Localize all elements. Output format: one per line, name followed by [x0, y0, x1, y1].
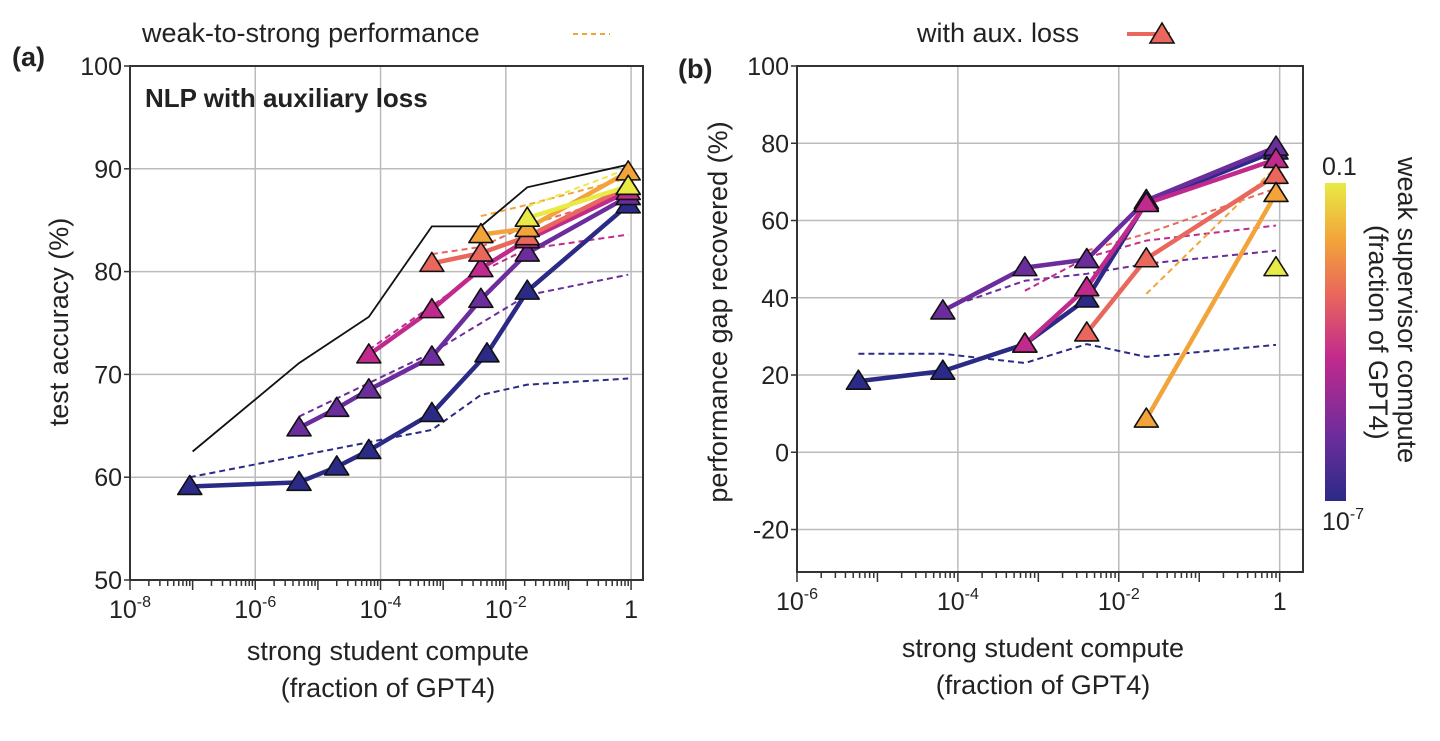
aux-loss-line-magenta	[1023, 157, 1277, 346]
data-point-blue	[474, 342, 500, 363]
data-point-orange	[468, 222, 494, 244]
data-point-blue	[930, 359, 956, 380]
data-point-purple	[1073, 247, 1100, 269]
data-point-coral	[1133, 246, 1160, 268]
panel-label-a: (a)	[12, 42, 45, 72]
y-tick-label: 80	[94, 259, 122, 287]
panel-label-b: (b)	[678, 54, 712, 84]
data-point-purple	[323, 396, 350, 418]
strong-ceiling-line	[192, 163, 629, 453]
chart-b: 10-6 10-4 10-2 1 -20 0 20 40 60 80 100	[747, 53, 1304, 616]
legend-triangle-marker	[1148, 21, 1176, 44]
data-point-blue	[286, 470, 312, 492]
x-tick-label: 10-4	[937, 586, 979, 616]
plot-frame	[796, 65, 1304, 573]
y-tick-label: 50	[94, 567, 122, 595]
legend-aux-loss-label: with aux. loss	[916, 18, 1079, 48]
y-tick-label: 20	[761, 362, 789, 390]
weak-to-strong-line-purple	[298, 273, 629, 418]
data-point-coral	[1073, 321, 1100, 342]
chart-b-ylabel: performance gap recovered (%)	[703, 121, 733, 502]
data-point-magenta	[1073, 275, 1100, 297]
aux-loss-line-blue	[189, 203, 630, 489]
weak-to-strong-line-blue	[189, 377, 629, 479]
data-point-purple	[468, 287, 494, 309]
y-tick-label: 70	[94, 361, 122, 389]
data-point-blue	[176, 474, 203, 496]
aux-loss-line-orange	[1144, 192, 1278, 421]
colorbar-label-line1: weak supervisor compute	[1392, 156, 1422, 463]
data-point-magenta	[419, 297, 445, 319]
weak-to-strong-line-purple	[966, 249, 1277, 302]
data-point-blue	[1073, 287, 1100, 308]
data-point-purple	[286, 416, 312, 437]
data-point-magenta	[1012, 332, 1038, 353]
data-point-orange	[1133, 407, 1160, 428]
data-point-yellow	[514, 206, 541, 227]
y-tick-label: 80	[761, 130, 789, 158]
data-point-purple	[930, 299, 956, 320]
colorbar-max-label: 0.1	[1322, 153, 1357, 181]
weak-to-strong-line-magenta	[368, 233, 629, 351]
data-point-magenta	[1133, 191, 1160, 213]
data-point-yellow	[1263, 255, 1289, 277]
data-point-blue	[323, 455, 350, 476]
chart-a-ylabel: test accuracy (%)	[44, 218, 74, 427]
data-point-purple	[1012, 255, 1038, 277]
chart-b-xlabel-line2: (fraction of GPT4)	[936, 670, 1151, 700]
y-tick-label: 100	[747, 53, 789, 81]
x-tick-label: 10-8	[109, 594, 151, 624]
aux-loss-line-blue	[858, 148, 1277, 384]
colorbar-label-line2: (fraction of GPT4)	[1363, 225, 1393, 440]
data-point-purple	[419, 345, 445, 366]
y-tick-label: 90	[94, 156, 122, 184]
data-point-coral	[419, 251, 445, 273]
y-tick-label: 60	[761, 208, 789, 236]
y-tick-label: 60	[94, 464, 122, 492]
weak-to-strong-line-blue	[858, 343, 1277, 365]
data-point-magenta	[356, 343, 382, 364]
y-tick-label: -20	[753, 517, 789, 545]
y-tick-label: 0	[775, 439, 789, 467]
legend-weak-to-strong-label: weak-to-strong performance	[141, 18, 480, 48]
y-tick-label: 40	[761, 285, 789, 313]
data-point-yellow	[615, 174, 642, 196]
weak-to-strong-line-yellow	[526, 167, 629, 208]
x-tick-label: 1	[624, 596, 638, 624]
x-tick-label: 10-2	[485, 594, 527, 624]
chart-a: 10-8 10-6 10-4 10-2 1 50 60 70 80 90 100	[80, 53, 644, 624]
data-point-blue	[356, 438, 382, 460]
data-point-purple	[514, 241, 541, 262]
chart-a-xlabel-line1: strong student compute	[247, 636, 529, 666]
x-tick-label: 10-4	[360, 594, 402, 624]
chart-a-title: NLP with auxiliary loss	[145, 83, 428, 113]
y-tick-label: 100	[80, 53, 122, 81]
x-tick-label: 10-6	[234, 594, 276, 624]
colorbar-min-label: 10-7	[1322, 506, 1364, 536]
aux-loss-line-coral	[431, 184, 630, 266]
data-point-magenta	[468, 256, 494, 278]
data-point-blue	[419, 401, 445, 423]
data-point-blue	[514, 279, 541, 300]
colorbar	[1325, 183, 1346, 501]
data-point-coral	[468, 241, 494, 262]
data-point-blue	[845, 369, 872, 390]
x-tick-label: 10-6	[776, 586, 818, 616]
plot-frame	[129, 65, 644, 581]
data-point-orange	[1263, 181, 1289, 203]
data-point-purple	[356, 378, 382, 399]
x-tick-label: 10-2	[1098, 586, 1140, 616]
aux-loss-line-yellow	[526, 184, 629, 221]
chart-a-xlabel-line2: (fraction of GPT4)	[281, 673, 496, 703]
chart-b-xlabel-line1: strong student compute	[902, 633, 1184, 663]
x-tick-label: 1	[1273, 588, 1287, 616]
